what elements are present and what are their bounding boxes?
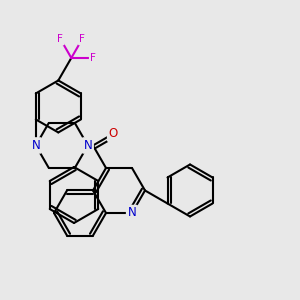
Text: F: F bbox=[57, 34, 63, 44]
Text: F: F bbox=[80, 34, 85, 44]
Text: O: O bbox=[109, 127, 118, 140]
Text: F: F bbox=[91, 53, 96, 63]
Text: N: N bbox=[83, 139, 92, 152]
Text: N: N bbox=[128, 206, 136, 220]
Text: N: N bbox=[32, 139, 40, 152]
